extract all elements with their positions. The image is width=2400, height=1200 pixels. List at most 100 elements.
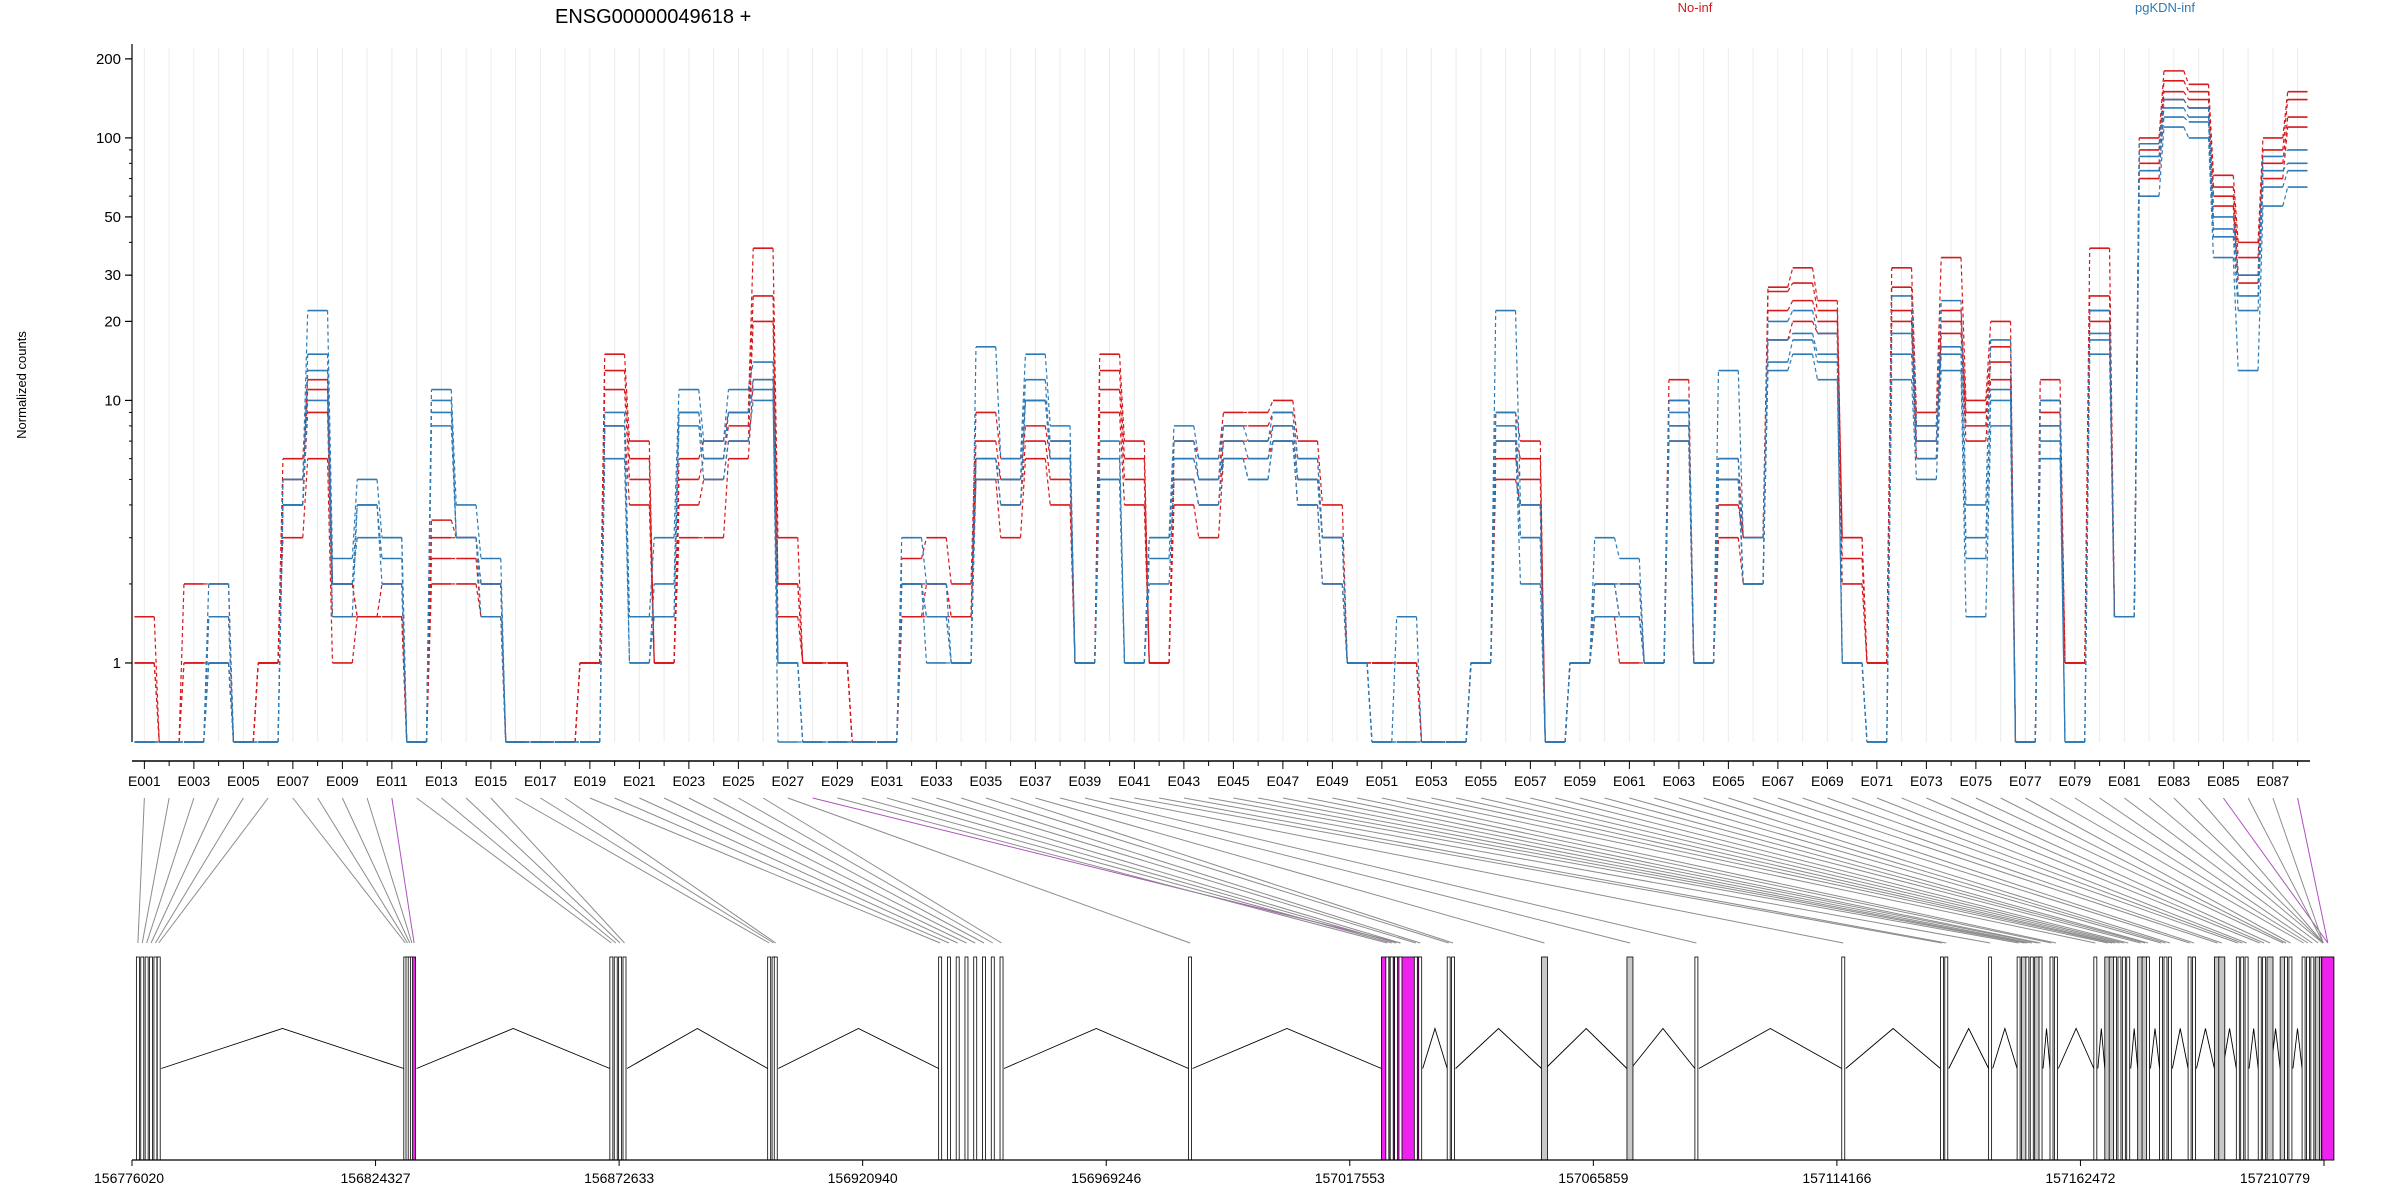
- exon-block: [1626, 956, 1634, 1161]
- exon-block: [964, 956, 969, 1161]
- exon-transition: [846, 662, 853, 743]
- exon-connector: [1357, 797, 2052, 944]
- exon-transition: [896, 583, 903, 743]
- exon-block: [1451, 956, 1455, 1161]
- exon-transition: [1811, 354, 1819, 380]
- exon-connector: [2247, 797, 2324, 944]
- exon-transition: [1985, 400, 1992, 559]
- exon-connector: [713, 797, 985, 944]
- series-pgkdn-inf: [134, 116, 2308, 743]
- exon-block: [2117, 956, 2122, 1161]
- exon-transition: [351, 479, 358, 559]
- exon-transition: [1663, 400, 1670, 663]
- exon-block: [609, 956, 614, 1161]
- exon-transition: [797, 662, 804, 743]
- x-tick-label: E039: [1069, 773, 1102, 789]
- exon-transition: [1886, 321, 1893, 663]
- exon-block: [2049, 956, 2054, 1161]
- exon-transition: [2158, 80, 2165, 150]
- exon-transition: [2282, 99, 2289, 150]
- exon-transition: [1787, 354, 1794, 371]
- exon-transition: [1465, 662, 1472, 743]
- exon-connector: [2124, 797, 2319, 944]
- exon-connector: [1332, 797, 2041, 944]
- x-tick-label: E003: [178, 773, 211, 789]
- x-tick-label: E061: [1613, 773, 1646, 789]
- exon-block: [135, 956, 140, 1161]
- exon-transition: [1910, 295, 1918, 426]
- exon-transition: [1638, 616, 1645, 664]
- intron-line: [1192, 1028, 1382, 1069]
- exon-connector: [1456, 797, 2113, 944]
- exon-connector: [2272, 797, 2324, 944]
- exon-transition: [896, 537, 903, 743]
- exon-transition: [376, 504, 383, 584]
- exon-transition: [772, 400, 779, 663]
- exon-transition: [772, 248, 779, 538]
- exon-connector: [1579, 797, 2141, 944]
- x-tick-label: E023: [673, 773, 706, 789]
- exon-transition: [1935, 346, 1942, 442]
- exon-transition: [2009, 400, 2017, 743]
- exon-block: [618, 956, 623, 1161]
- exon-transition: [1019, 458, 1027, 538]
- exon-connector: [366, 797, 413, 944]
- y-tick-label: 10: [104, 392, 121, 409]
- exon-transition: [1861, 662, 1868, 743]
- exon-transition: [203, 583, 210, 743]
- exon-transition: [722, 458, 730, 538]
- exon-transition: [1910, 354, 1918, 459]
- genome-tick-label: 156776020: [94, 1170, 164, 1186]
- exon-transition: [1094, 479, 1101, 663]
- exon-transition: [178, 662, 185, 743]
- exon-transition: [1292, 441, 1299, 505]
- exon-transition: [1589, 583, 1596, 664]
- exon-transition: [1316, 441, 1324, 505]
- exon-transition: [1564, 662, 1571, 743]
- exon-transition: [1465, 662, 1472, 743]
- exon-connector: [1653, 797, 2162, 944]
- intron-line: [161, 1028, 404, 1069]
- exon-connector: [1950, 797, 2271, 944]
- exon-connector: [1678, 797, 2166, 944]
- x-tick-label: E087: [2257, 773, 2290, 789]
- exon-transition: [1985, 425, 1992, 617]
- series-pgkdn-inf: [134, 107, 2308, 743]
- exon-block: [144, 956, 149, 1161]
- exon-block: [947, 956, 951, 1161]
- exon-transition: [351, 504, 358, 617]
- exon-block: [2029, 956, 2034, 1161]
- exon-transition: [673, 389, 680, 538]
- x-tick-label: E025: [722, 773, 755, 789]
- exon-transition: [2183, 126, 2190, 139]
- exon-connector: [1159, 797, 1947, 944]
- exon-block: [2321, 956, 2335, 1161]
- exon-transition: [425, 583, 433, 743]
- exon-connector: [1381, 797, 2056, 944]
- exon-transition: [920, 537, 928, 559]
- y-tick-label: 200: [96, 51, 121, 68]
- exon-transition: [2282, 186, 2289, 207]
- exon-transition: [1886, 295, 1893, 743]
- exon-transition: [574, 662, 581, 743]
- x-tick-label: E043: [1168, 773, 1201, 789]
- exon-transition: [1613, 583, 1621, 617]
- exon-transition: [1688, 441, 1695, 663]
- x-tick-label: E085: [2207, 773, 2240, 789]
- exon-transition: [1811, 339, 1819, 363]
- exon-connector: [1851, 797, 2243, 944]
- y-axis-label: Normalized counts: [14, 331, 29, 439]
- exon-connector: [2049, 797, 2304, 944]
- exon-connector: [1926, 797, 2265, 944]
- exon-block: [1394, 956, 1398, 1161]
- exon-transition: [302, 370, 309, 505]
- x-tick-label: E069: [1811, 773, 1844, 789]
- exon-transition: [1564, 662, 1571, 743]
- exon-connector: [1035, 797, 1545, 944]
- x-tick-label: E027: [772, 773, 805, 789]
- exon-transition: [1811, 300, 1819, 322]
- exon-connector: [1307, 797, 2038, 944]
- intron-line: [626, 1027, 768, 1069]
- exon-transition: [2183, 91, 2190, 100]
- exon-transition: [1143, 504, 1150, 663]
